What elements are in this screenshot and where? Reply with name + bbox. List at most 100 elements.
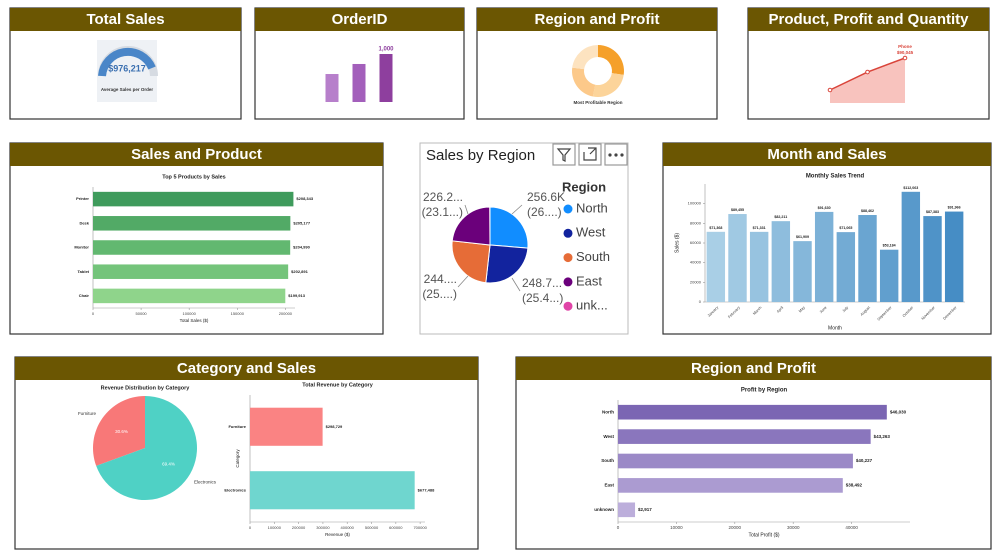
bar: [618, 453, 853, 469]
x-tick-label: 700000: [413, 525, 427, 530]
focus-icon: [583, 147, 597, 161]
bar: [618, 502, 636, 518]
value-label: $208,343: [296, 196, 313, 201]
panel-header: [477, 8, 717, 31]
panel-title: Total Sales: [86, 11, 164, 28]
category-label: Electronics: [224, 487, 246, 492]
category-label: South: [601, 458, 614, 463]
percent-label: (25.4...): [522, 291, 563, 305]
value-label: $199,913: [288, 293, 305, 298]
panel-title: Region and Profit: [535, 11, 660, 28]
y-axis-label: Category: [235, 449, 240, 468]
x-tick-label: 100000: [268, 525, 282, 530]
more-dot: [614, 153, 618, 157]
x-tick-label: 0: [617, 525, 620, 530]
gauge-caption: Average Sales per Order: [101, 87, 154, 92]
pie-value-label: 30.6%: [115, 429, 128, 434]
chart-title: Profit by Region: [741, 388, 788, 394]
bar: [771, 221, 791, 302]
value-label: $87,383: [926, 210, 939, 214]
x-tick-label: 10000: [670, 525, 683, 530]
focus-button[interactable]: [578, 143, 602, 166]
value-label: $53,184: [883, 244, 896, 248]
leader-line: [511, 204, 523, 215]
category-label: Monitor: [74, 245, 89, 250]
leader-line: [511, 277, 521, 292]
bar: [379, 54, 393, 102]
value-label: $40,227: [856, 458, 873, 463]
panel-title: Sales and Product: [131, 146, 262, 163]
bar: [858, 215, 877, 302]
point: [865, 69, 870, 75]
y-tick-label: 0: [699, 299, 702, 304]
value-label: $46,030: [890, 409, 907, 414]
panel-header: [748, 8, 989, 31]
panel-title: Sales by Region: [426, 147, 535, 164]
x-tick-label: 50000: [136, 311, 148, 316]
value-label: $205,177: [293, 220, 310, 225]
pie-value-label: 69.4%: [162, 462, 175, 467]
pie-slice: [451, 240, 491, 284]
value-label: $91,630: [818, 206, 831, 210]
category-label: West: [603, 434, 614, 439]
legend-marker: [563, 277, 573, 287]
percent-label: (23.1...): [422, 205, 463, 219]
legend-label: East: [576, 273, 602, 288]
bar: [728, 214, 747, 302]
value-label: $89,455: [731, 208, 744, 212]
legend-marker: [563, 253, 573, 263]
donut-center-label: North: [591, 64, 604, 70]
value-label: $61,909: [796, 235, 809, 239]
legend-marker: [563, 301, 573, 311]
bar: [901, 191, 921, 302]
bar: [836, 232, 856, 302]
panel-header: [10, 8, 241, 31]
y-tick-label: 100000: [688, 201, 702, 206]
x-tick-label: July: [842, 306, 850, 314]
value-label: $88,462: [861, 209, 874, 213]
bar: [93, 191, 294, 207]
pie-slice: [96, 396, 197, 501]
visual-header-icons: [552, 143, 628, 166]
bar: [325, 74, 339, 102]
category-label: Furniture: [228, 424, 246, 429]
panel-header: [516, 357, 991, 380]
value-label: 226.2...: [423, 190, 463, 204]
value-label: $112,063: [903, 186, 918, 190]
x-tick-label: 200000: [279, 311, 293, 316]
value-label: $2,917: [638, 507, 652, 512]
legend-marker: [563, 204, 573, 214]
area: [830, 58, 905, 103]
percent-label: (25....): [422, 287, 457, 301]
y-tick-label: 40000: [690, 260, 702, 265]
bar: [923, 216, 942, 302]
panel-title: Category and Sales: [177, 360, 316, 377]
category-label: Printer: [76, 196, 89, 201]
x-tick-label: 30000: [787, 525, 800, 530]
value-label: $71,368: [709, 226, 722, 230]
legend-marker: [563, 228, 573, 238]
pie-slice: [451, 206, 491, 246]
x-tick-label: 300000: [316, 525, 330, 530]
bar: [93, 240, 291, 255]
x-axis-label: Total Profit ($): [748, 532, 779, 538]
value-label: $90,045: [897, 50, 914, 55]
filter-button[interactable]: [552, 143, 576, 166]
x-axis-label: Month: [828, 325, 842, 331]
pie-slice: [92, 396, 145, 466]
pie-slice: [572, 45, 598, 70]
value-label: $71,065: [839, 226, 852, 230]
x-tick-label: April: [776, 305, 784, 313]
pie-category-label: Electronics: [194, 479, 217, 484]
donut-center-value: $46,030: [589, 72, 607, 78]
bar: [618, 429, 871, 444]
gauge-value: $976,217: [108, 63, 146, 73]
chart-title: Total Revenue by Category: [302, 382, 373, 388]
bar: [250, 407, 323, 446]
x-tick-label: 600000: [389, 525, 403, 530]
pie-slice: [592, 73, 624, 97]
bar: [706, 231, 726, 302]
panel-title: Region and Profit: [691, 360, 816, 377]
percent-label: (26....): [527, 205, 562, 219]
